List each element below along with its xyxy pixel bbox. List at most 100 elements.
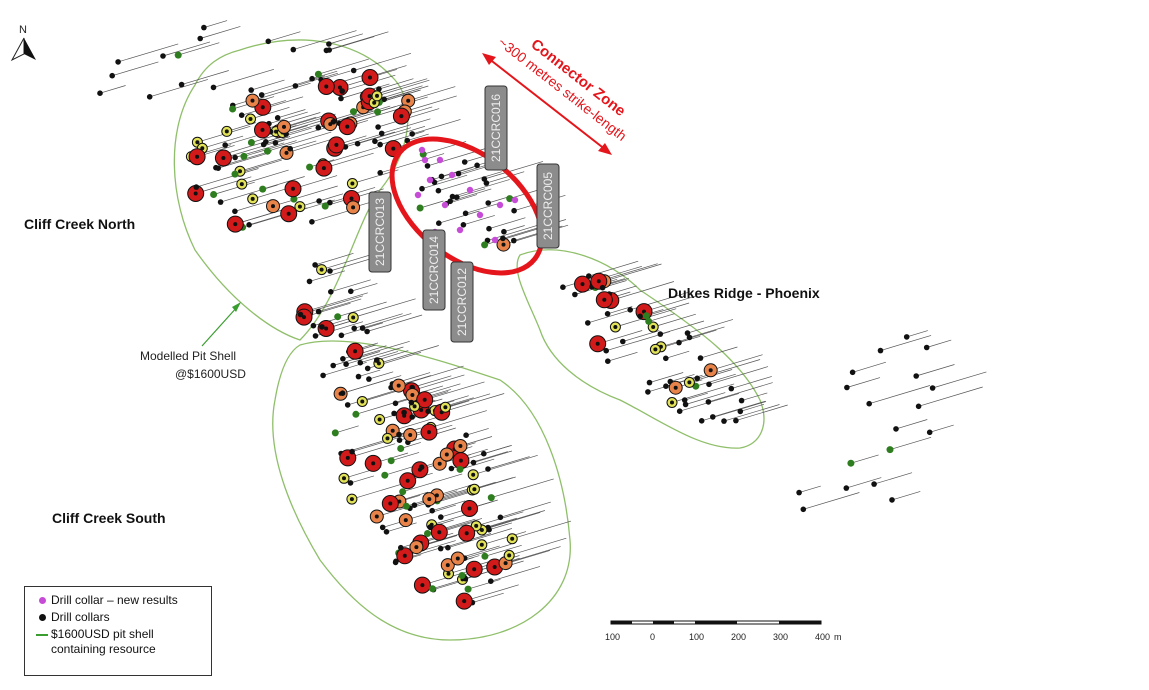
drill-collar — [264, 147, 271, 155]
drill-trace — [731, 376, 772, 389]
drill-collar-center — [324, 326, 329, 331]
drill-collar-center — [602, 297, 607, 302]
drill-collar — [560, 284, 566, 291]
drill-collar — [201, 24, 207, 31]
new-result-collar — [476, 211, 484, 219]
drill-collar-center — [427, 497, 432, 502]
drill-collar-center — [474, 523, 479, 528]
drill-collar-center — [437, 461, 442, 466]
drill-collar-center — [396, 383, 401, 388]
drill-collar — [923, 344, 930, 351]
drill-collar — [847, 459, 855, 467]
label-dukes-ridge: Dukes Ridge - Phoenix — [668, 285, 820, 301]
drill-collar-center — [412, 404, 417, 409]
drill-trace — [486, 171, 525, 184]
drill-collar — [646, 379, 653, 386]
drill-trace — [304, 292, 368, 313]
drill-collar — [348, 288, 354, 295]
drill-trace — [239, 156, 288, 172]
drill-collar — [500, 235, 506, 242]
drill-collar — [454, 194, 460, 200]
drill-collar — [210, 84, 217, 91]
drill-trace — [646, 302, 690, 317]
drill-trace — [353, 298, 416, 318]
drill-collar — [327, 199, 333, 206]
drill-collar-center — [297, 204, 302, 209]
drill-collar — [364, 328, 370, 335]
drill-collar — [706, 381, 712, 388]
drill-collar — [366, 376, 372, 382]
drill-collar-center — [351, 315, 356, 320]
drill-collar — [585, 320, 591, 326]
drill-collar — [464, 585, 472, 593]
drill-collar — [290, 195, 298, 203]
drill-trace — [685, 392, 726, 405]
drill-collar-center — [445, 563, 450, 568]
scale-bar: 100 0 100 200 300 400 m — [605, 620, 842, 642]
drill-trace — [684, 392, 708, 401]
drill-trace — [708, 382, 773, 403]
drill-collar-center — [390, 428, 395, 433]
drill-trace — [374, 125, 426, 142]
drill-trace — [262, 176, 305, 190]
drill-trace — [412, 119, 461, 135]
drill-collar-center — [479, 542, 484, 547]
drill-trace — [438, 210, 480, 224]
drill-collar — [355, 373, 362, 380]
drill-collar — [377, 141, 383, 148]
drill-collar-center — [349, 497, 354, 502]
drill-collar — [339, 88, 346, 94]
drill-collar-center — [372, 100, 377, 105]
drill-collar-center — [239, 182, 244, 187]
drill-collar-center — [464, 531, 469, 536]
drill-collar — [676, 408, 683, 415]
drill-collar — [263, 139, 269, 145]
drill-collar — [397, 445, 405, 452]
drill-collar — [372, 138, 378, 145]
drill-collar — [800, 506, 807, 513]
drill-trace — [505, 546, 561, 564]
drill-collar — [929, 385, 936, 391]
drill-trace — [918, 386, 983, 407]
new-result-collar — [426, 176, 434, 184]
drill-collar — [240, 152, 248, 160]
drill-collar-center — [319, 267, 324, 272]
drill-trace — [350, 283, 378, 292]
drill-trace — [607, 351, 638, 362]
drill-collar-center — [233, 222, 238, 227]
drill-collar-center — [419, 408, 424, 412]
drill-collar — [340, 356, 346, 362]
drill-collar-center — [670, 400, 674, 405]
drill-trace — [430, 410, 487, 428]
scale-tick: 100 — [605, 632, 620, 642]
new-result-collar — [421, 156, 429, 164]
connector-zone-subtitle: ~300 metres strike-length — [495, 34, 630, 144]
drill-trace — [178, 42, 220, 56]
drill-collar — [849, 369, 856, 376]
drill-trace — [360, 351, 399, 364]
drill-trace — [798, 485, 821, 493]
drill-collar — [877, 347, 884, 354]
drill-collar — [350, 67, 357, 74]
drill-hole-label-2: 21CCRC005 — [536, 163, 560, 249]
drill-collar-center — [653, 347, 658, 352]
drill-collar-center — [408, 433, 413, 437]
drill-collar-center — [274, 129, 278, 134]
drill-collar — [481, 450, 487, 457]
drill-trace — [452, 179, 510, 197]
drill-collar-center — [345, 455, 350, 460]
drill-collar — [684, 330, 691, 336]
drill-collar — [603, 347, 609, 354]
drill-collar — [462, 210, 469, 217]
drill-trace — [695, 373, 736, 387]
drill-collar — [347, 480, 354, 486]
drill-collar-center — [472, 487, 477, 492]
drill-trace — [474, 477, 514, 490]
drill-trace — [852, 361, 887, 373]
drill-collar — [627, 307, 633, 313]
drill-collar — [309, 219, 315, 225]
drill-collar-center — [342, 476, 346, 481]
drill-trace — [740, 403, 765, 412]
scale-tick: 200 — [731, 632, 746, 642]
drill-collar — [461, 159, 468, 165]
